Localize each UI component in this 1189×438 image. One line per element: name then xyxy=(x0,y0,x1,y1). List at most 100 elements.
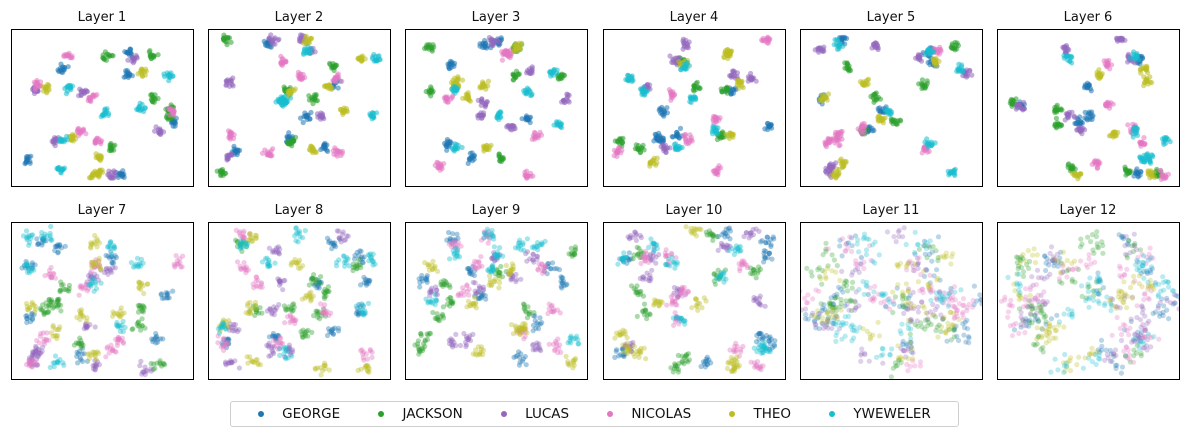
point-theo xyxy=(217,328,223,334)
point-lucas xyxy=(27,359,33,365)
point-yweweler xyxy=(494,253,500,259)
point-jackson xyxy=(430,309,436,316)
point-jackson xyxy=(637,291,644,297)
point-theo xyxy=(307,292,313,299)
point-jackson xyxy=(160,360,166,366)
point-nicolas xyxy=(535,266,541,272)
point-jackson xyxy=(244,244,250,250)
point-jackson xyxy=(66,282,72,288)
point-george xyxy=(157,336,163,342)
point-yweweler xyxy=(88,283,94,289)
point-theo xyxy=(245,360,251,366)
point-nicolas xyxy=(115,334,121,340)
point-jackson xyxy=(572,252,578,258)
point-lucas xyxy=(1065,46,1071,52)
point-nicolas xyxy=(255,283,261,289)
point-george xyxy=(331,242,337,248)
point-yweweler xyxy=(1147,157,1153,163)
point-lucas xyxy=(91,275,97,281)
point-theo xyxy=(467,303,473,309)
point-yweweler xyxy=(272,260,278,266)
point-theo xyxy=(248,305,254,311)
point-jackson xyxy=(238,241,244,247)
point-nicolas xyxy=(718,165,724,171)
point-nicolas xyxy=(52,275,59,281)
point-jackson xyxy=(73,340,79,346)
point-george xyxy=(768,242,774,248)
point-jackson xyxy=(428,93,434,99)
point-jackson xyxy=(66,286,72,292)
point-lucas xyxy=(224,157,230,163)
point-lucas xyxy=(228,80,234,86)
point-jackson xyxy=(424,337,430,343)
point-george xyxy=(708,360,714,366)
point-theo xyxy=(136,284,142,290)
point-george xyxy=(124,49,130,55)
point-lucas xyxy=(527,256,533,262)
point-nicolas xyxy=(537,264,543,270)
point-lucas xyxy=(465,337,471,343)
point-lucas xyxy=(426,289,432,295)
point-yweweler xyxy=(242,240,249,246)
point-jackson xyxy=(330,64,336,70)
point-george xyxy=(468,267,474,273)
point-nicolas xyxy=(458,292,464,299)
point-nicolas xyxy=(118,338,124,344)
point-yweweler xyxy=(89,276,95,282)
point-nicolas xyxy=(34,361,40,367)
point-lucas xyxy=(532,346,538,352)
point-theo xyxy=(473,300,479,306)
point-yweweler xyxy=(371,111,377,117)
point-jackson xyxy=(495,272,501,278)
point-george xyxy=(446,66,452,72)
point-nicolas xyxy=(270,337,276,343)
point-theo xyxy=(1143,66,1149,72)
point-yweweler xyxy=(357,307,363,313)
point-lucas xyxy=(271,350,277,357)
point-yweweler xyxy=(1143,152,1150,158)
point-yweweler xyxy=(138,256,145,262)
point-jackson xyxy=(439,311,446,317)
point-yweweler xyxy=(567,338,573,344)
point-nicolas xyxy=(448,244,455,250)
point-lucas xyxy=(470,279,476,285)
point-george xyxy=(366,278,372,285)
point-theo xyxy=(29,301,35,307)
point-george xyxy=(534,320,540,326)
point-nicolas xyxy=(115,336,121,342)
point-nicolas xyxy=(541,265,547,271)
point-jackson xyxy=(748,265,754,271)
point-george xyxy=(54,243,60,249)
point-lucas xyxy=(272,307,278,313)
point-nicolas xyxy=(108,342,114,348)
point-george xyxy=(452,237,458,243)
point-jackson xyxy=(681,355,688,361)
point-jackson xyxy=(315,314,321,320)
point-nicolas xyxy=(359,347,365,353)
point-yweweler xyxy=(25,264,31,271)
point-jackson xyxy=(157,358,163,364)
point-yweweler xyxy=(1150,154,1156,160)
point-theo xyxy=(94,349,101,355)
point-george xyxy=(312,280,318,287)
point-jackson xyxy=(237,242,243,248)
point-lucas xyxy=(489,256,495,262)
point-theo xyxy=(1077,171,1083,177)
point-yweweler xyxy=(538,242,544,248)
point-lucas xyxy=(227,358,234,364)
point-nicolas xyxy=(254,274,260,280)
point-nicolas xyxy=(540,268,546,274)
point-lucas xyxy=(537,347,543,353)
point-theo xyxy=(91,352,97,358)
point-lucas xyxy=(524,258,530,264)
point-nicolas xyxy=(522,329,528,335)
point-theo xyxy=(93,261,99,267)
point-theo xyxy=(292,86,298,92)
point-lucas xyxy=(830,162,837,168)
point-jackson xyxy=(290,302,296,308)
point-george xyxy=(758,331,765,337)
point-nicolas xyxy=(89,262,95,268)
point-jackson xyxy=(139,323,145,329)
point-george xyxy=(24,315,30,322)
point-theo xyxy=(250,238,256,244)
